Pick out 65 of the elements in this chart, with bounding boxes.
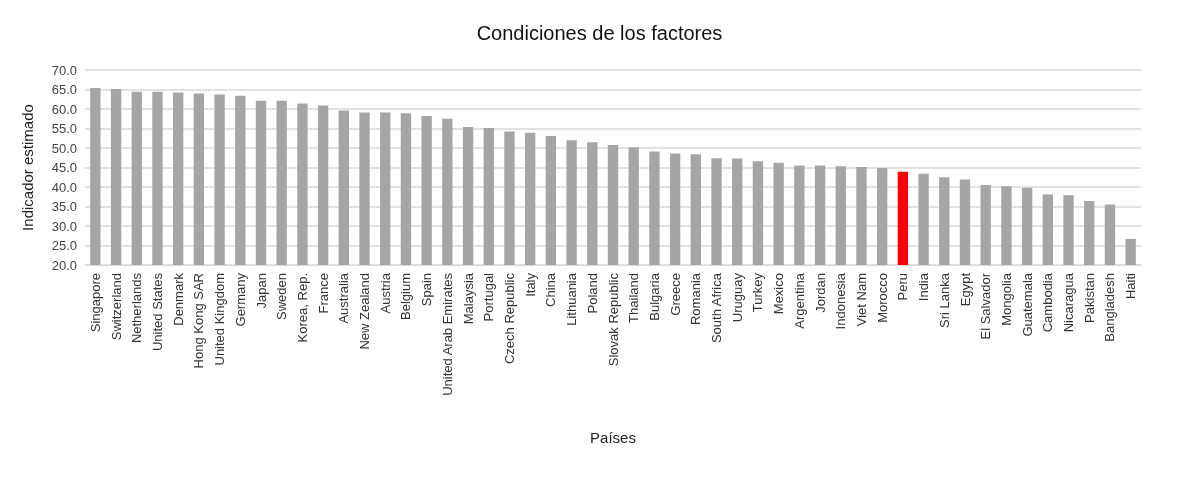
x-tick-label: Nicaragua (1061, 272, 1077, 333)
x-tick-label: Japan (253, 273, 269, 309)
x-tick-label: Korea, Rep. (294, 273, 310, 343)
y-tick-label: 55.0 (51, 121, 77, 136)
x-tick-label: Germany (232, 272, 248, 327)
x-tick-label: Denmark (170, 272, 186, 326)
x-tick-label: United States (149, 272, 165, 352)
x-tick-label: United Arab Emirates (439, 272, 455, 396)
y-tick-label: 65.0 (51, 82, 77, 97)
y-axis-title: Indicador estimado (19, 104, 36, 231)
y-tick-label: 50.0 (51, 140, 77, 156)
x-tick-label: Sri Lanka (936, 272, 952, 328)
x-tick-label: Austria (377, 272, 393, 314)
y-tick-label: 30.0 (51, 218, 77, 234)
x-tick-label: Viet Nam (853, 273, 869, 327)
x-tick-label: Cambodia (1040, 272, 1056, 333)
x-tick-label: Belgium (398, 273, 414, 320)
x-tick-label: New Zealand (357, 273, 373, 350)
x-tick-label: Jordan (812, 273, 828, 313)
x-tick-label: Mongolia (998, 272, 1014, 326)
x-tick-label: Spain (419, 273, 435, 307)
x-tick-label: Indonesia (833, 272, 849, 330)
x-tick-label: China (543, 272, 559, 307)
chart-title: Condiciones de los factores (476, 22, 723, 44)
y-tick-label: 35.0 (51, 199, 77, 214)
x-tick-label: Mexico (771, 273, 787, 315)
x-tick-label: Greece (667, 273, 683, 316)
x-tick-label: Uruguay (729, 272, 745, 323)
x-tick-label: Thailand (626, 273, 642, 323)
x-tick-label: Portugal (481, 272, 497, 322)
x-tick-label: El Salvador (978, 272, 994, 340)
y-tick-label: 20.0 (51, 257, 77, 273)
x-tick-label: Pakistan (1081, 273, 1097, 323)
x-tick-label: Lithuania (564, 272, 580, 326)
y-tick-label: 45.0 (51, 160, 77, 175)
y-tick-label: 70.0 (51, 62, 77, 78)
x-tick-label: Sweden (274, 273, 290, 320)
x-tick-label: Switzerland (108, 273, 124, 341)
x-tick-label: Peru (895, 273, 911, 301)
x-tick-label: India (916, 272, 932, 302)
x-tick-label: Italy (522, 272, 538, 297)
x-tick-label: Netherlands (129, 272, 145, 344)
x-tick-label: South Africa (709, 272, 725, 344)
y-tick-label: 40.0 (51, 179, 77, 195)
x-tick-label: Argentina (791, 272, 807, 329)
x-tick-label: Slovak Republic (605, 272, 621, 367)
x-tick-label: France (315, 273, 331, 314)
x-tick-label: Singapore (87, 273, 103, 333)
x-tick-label: Australia (336, 272, 352, 324)
y-tick-label: 25.0 (51, 238, 77, 253)
x-tick-label: United Kingdom (212, 273, 228, 366)
x-tick-label: Hong Kong SAR (191, 273, 207, 369)
x-tick-label: Czech Republic (501, 272, 517, 365)
x-tick-label: Poland (584, 273, 600, 314)
x-tick-label: Egypt (957, 272, 973, 307)
x-tick-label: Morocco (874, 273, 890, 323)
x-tick-label: Turkey (750, 272, 766, 313)
x-tick-label: Romania (688, 272, 704, 326)
x-axis-title: Países (590, 429, 636, 446)
x-tick-label: Bangladesh (1102, 273, 1118, 342)
x-tick-label: Malaysia (460, 272, 476, 325)
x-tick-label: Bulgaria (646, 272, 662, 321)
x-tick-label: Haiti (1123, 272, 1139, 300)
y-tick-label: 60.0 (51, 101, 77, 117)
x-tick-label: Guatemala (1019, 272, 1035, 337)
